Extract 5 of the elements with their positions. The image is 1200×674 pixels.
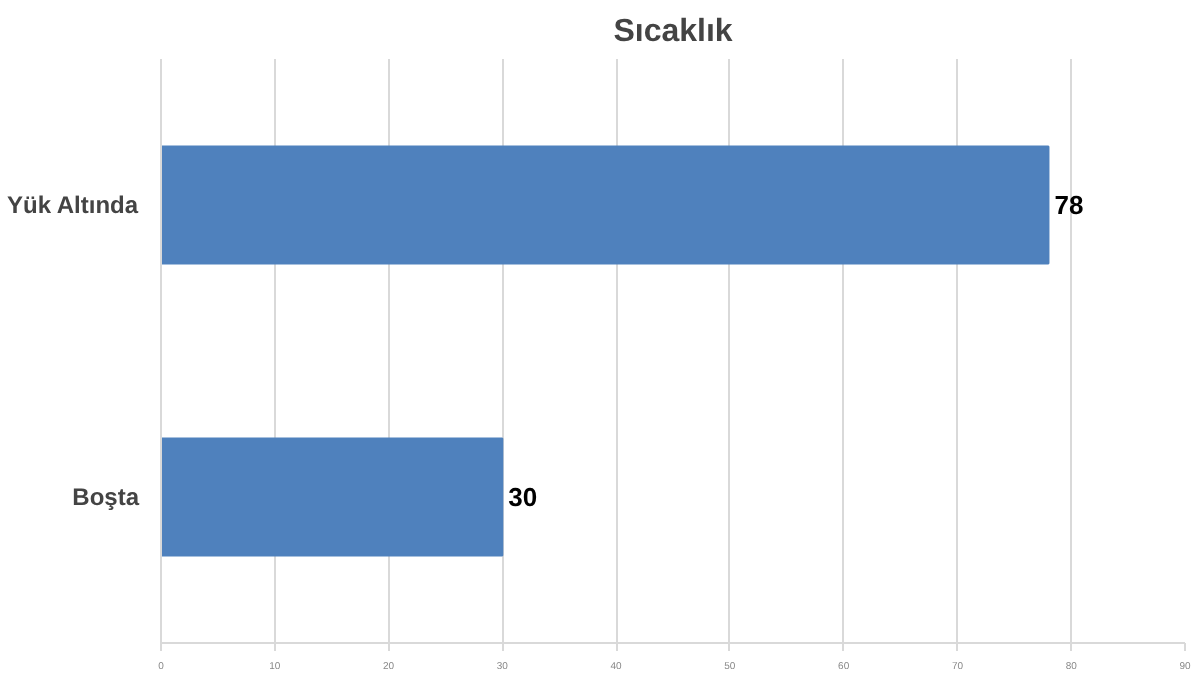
chart-title: Sıcaklık	[613, 15, 733, 49]
data-label: 30	[508, 482, 538, 512]
data-label: 78	[1054, 190, 1084, 220]
y-tick-label: Yük Altında	[6, 191, 139, 219]
y-tick-label: Boşta	[72, 483, 140, 511]
